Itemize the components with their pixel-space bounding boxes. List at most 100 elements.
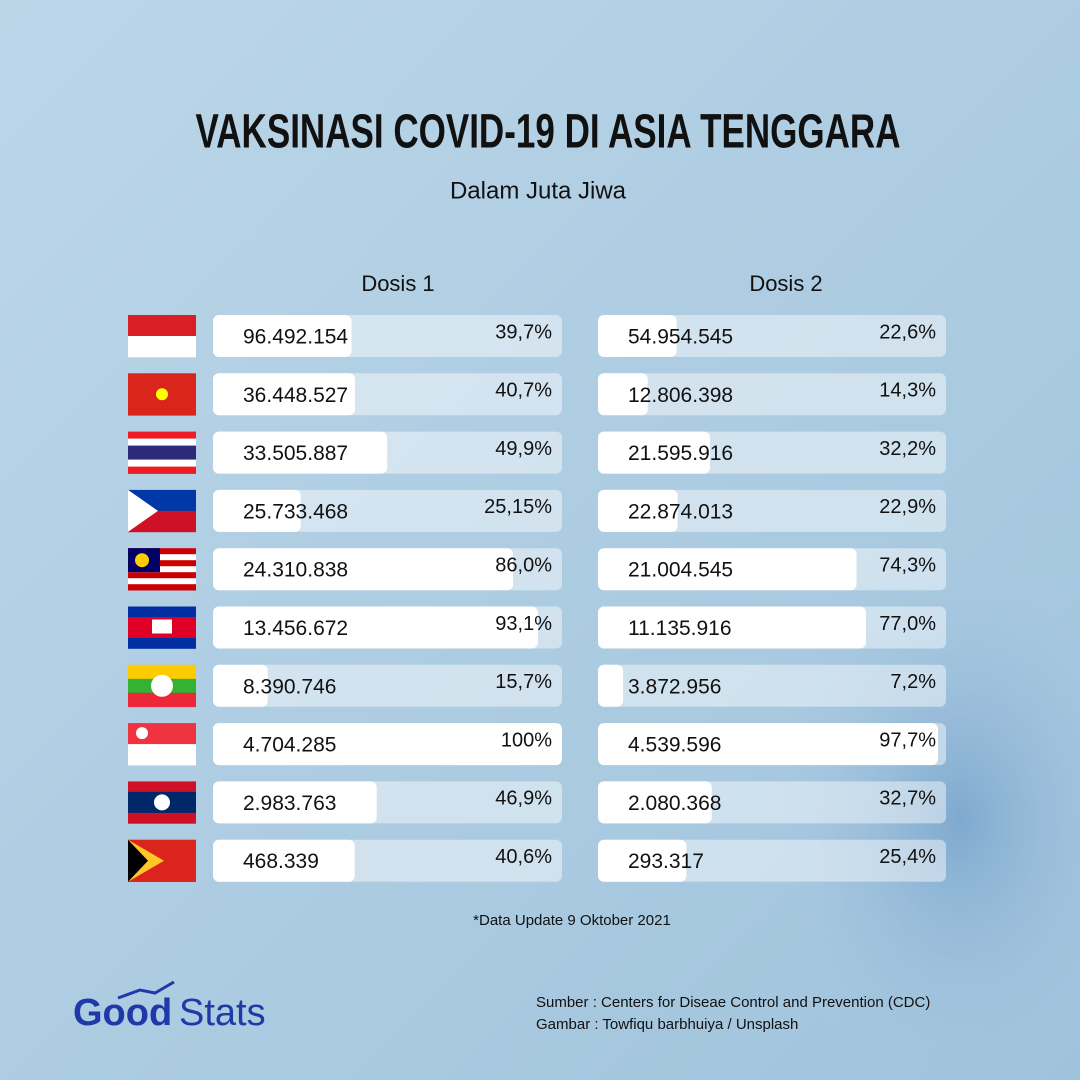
flag-stripe [128,438,196,446]
percent-label: 25,4% [879,846,936,868]
percent-label: 22,9% [879,496,936,518]
percent-label: 49,9% [495,438,552,460]
percent-label: 97,7% [879,729,936,751]
bar [598,548,857,591]
flag-stripe [128,692,196,708]
flag-stripe [128,664,196,680]
footnote: *Data Update 9 Oktober 2021 [473,912,671,929]
flag-stripe [128,459,196,467]
row-track [213,664,562,707]
row-track [598,373,946,416]
flag-triangle [128,839,148,882]
count-label: 22.874.013 [628,500,733,523]
count-label: 4.539.596 [628,734,721,757]
count-label: 4.704.285 [243,734,336,757]
bar [598,373,648,416]
bar [213,489,301,532]
percent-label: 7,2% [890,671,936,693]
flag-stripe [128,744,196,766]
flag-stripe [128,554,196,561]
percent-label: 39,7% [495,321,552,343]
bar [598,489,678,532]
bar [598,839,687,882]
bar [213,315,352,357]
count-label: 96.492.154 [243,326,348,349]
flag-star [151,674,173,697]
bar [213,664,268,707]
flag-star [156,388,168,401]
flag-stripe [128,638,196,649]
percent-label: 86,0% [495,554,552,576]
subtitle: Dalam Juta Jiwa [450,177,627,204]
panel-title: Dosis 2 [749,271,822,296]
percent-label: 40,6% [495,846,552,868]
bar [598,606,866,649]
count-label: 25.733.468 [243,500,348,523]
count-label: 293.317 [628,850,704,873]
flag-moon [136,727,148,740]
count-label: 21.595.916 [628,442,733,465]
flag-stripe [128,606,196,618]
percent-label: 32,2% [879,438,936,460]
percent-label: 15,7% [495,671,552,693]
count-label: 468.339 [243,850,319,873]
flag-stripe [128,466,196,474]
count-label: 13.456.672 [243,617,348,640]
flag-disc [154,794,170,811]
percent-label: 77,0% [879,613,936,635]
bar [213,839,355,882]
flag-stripe [128,548,196,555]
flag-stripe [128,578,196,585]
count-label: 36.448.527 [243,384,348,407]
count-label: 2.983.763 [243,792,336,815]
flag-stripe [128,584,196,591]
flag-stripe [128,572,196,579]
count-label: 11.135.916 [628,617,732,640]
count-label: 12.806.398 [628,384,733,407]
bar [213,606,538,649]
count-label: 24.310.838 [243,559,348,582]
flag-stripe [128,431,196,439]
percent-label: 93,1% [495,613,552,635]
logo-stats: Stats [179,992,266,1034]
count-label: 33.505.887 [243,442,348,465]
bar [598,431,711,474]
flag-stripe [128,336,196,358]
flag-temple [152,619,172,634]
glove-photo [760,540,1080,1080]
source: Gambar : Towfiqu barbhuiya / Unsplash [536,1016,798,1033]
row-track [598,315,946,357]
count-label: 3.872.956 [628,675,721,698]
bar [598,723,938,766]
title: VAKSINASI COVID-19 DI ASIA TENGGARA [196,106,901,159]
bar [598,781,712,824]
flags [128,315,196,882]
percent-label: 46,9% [495,788,552,810]
bar [213,548,514,591]
flag-stripe [128,315,196,337]
row-track [598,664,946,707]
row-track [598,489,946,532]
logo-icon [117,980,175,1000]
count-label: 21.004.545 [628,559,733,582]
flag-triangle [128,489,158,532]
flag-stripe [128,812,196,824]
bar [213,431,388,474]
bar [213,373,356,416]
count-label: 54.954.545 [628,326,733,349]
percent-label: 32,7% [879,788,936,810]
percent-label: 14,3% [879,380,936,402]
percent-label: 22,6% [879,321,936,343]
bar [598,664,624,707]
percent-label: 25,15% [484,496,552,518]
flag-stripe [128,566,196,573]
flag-moon [135,553,149,568]
flag-stripe [128,445,196,460]
bar [213,781,377,824]
count-label: 2.080.368 [628,792,721,815]
source: Sumber : Centers for Diseae Control and … [536,994,930,1011]
flag-stripe [128,560,196,567]
count-label: 8.390.746 [243,675,336,698]
